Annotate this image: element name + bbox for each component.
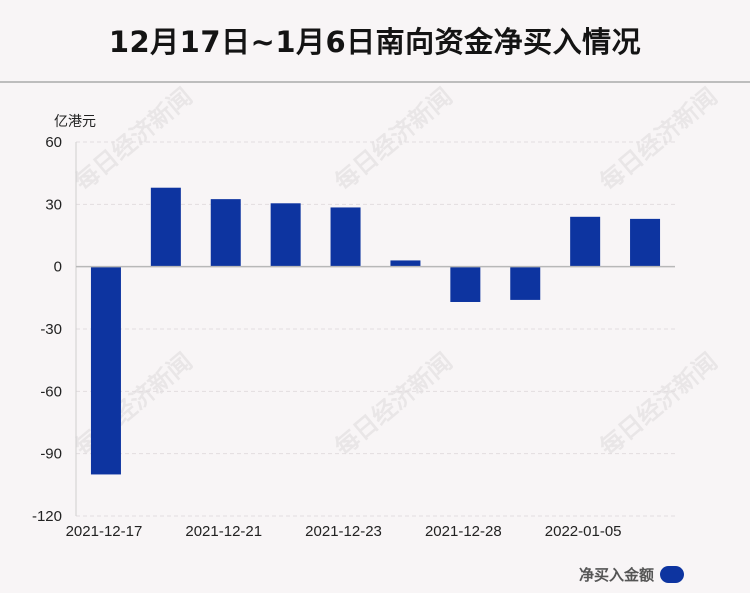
bars bbox=[90, 187, 661, 475]
bar bbox=[90, 266, 121, 475]
y-tick-label: -60 bbox=[40, 383, 62, 400]
x-tick-label: 2021-12-21 bbox=[185, 523, 262, 540]
bar bbox=[630, 218, 661, 267]
legend-label: 净买入金额 bbox=[578, 566, 654, 584]
bar bbox=[270, 203, 301, 267]
bar bbox=[150, 187, 181, 267]
bar bbox=[570, 216, 601, 267]
y-tick-label: -90 bbox=[40, 446, 62, 463]
y-tick-label: -30 bbox=[40, 321, 62, 338]
x-tick-label: 2021-12-23 bbox=[305, 523, 382, 540]
axes bbox=[75, 142, 675, 516]
bar bbox=[510, 266, 541, 300]
y-tick-label: 30 bbox=[45, 196, 62, 213]
x-tick-label: 2022-01-05 bbox=[545, 523, 622, 540]
title-divider bbox=[0, 81, 750, 83]
y-axis-ticks: 60 30 0 -30 -60 -90 -120 bbox=[32, 134, 62, 525]
chart-title: 12月17日~1月6日南向资金净买入情况 bbox=[108, 25, 642, 59]
bar bbox=[390, 260, 421, 267]
bar bbox=[450, 266, 481, 302]
legend: 净买入金额 bbox=[579, 564, 684, 585]
legend-swatch bbox=[660, 566, 684, 583]
x-tick-label: 2021-12-17 bbox=[66, 523, 143, 540]
y-tick-label: 60 bbox=[45, 134, 62, 151]
y-tick-label: -120 bbox=[32, 508, 62, 525]
bar bbox=[330, 207, 361, 267]
bar bbox=[210, 199, 241, 267]
x-tick-label: 2021-12-28 bbox=[425, 523, 502, 540]
x-axis-ticks: 2021-12-17 2021-12-21 2021-12-23 2021-12-28… bbox=[66, 523, 622, 540]
y-tick-label: 0 bbox=[54, 259, 62, 276]
y-axis-unit-label: 亿港元 bbox=[54, 114, 96, 130]
